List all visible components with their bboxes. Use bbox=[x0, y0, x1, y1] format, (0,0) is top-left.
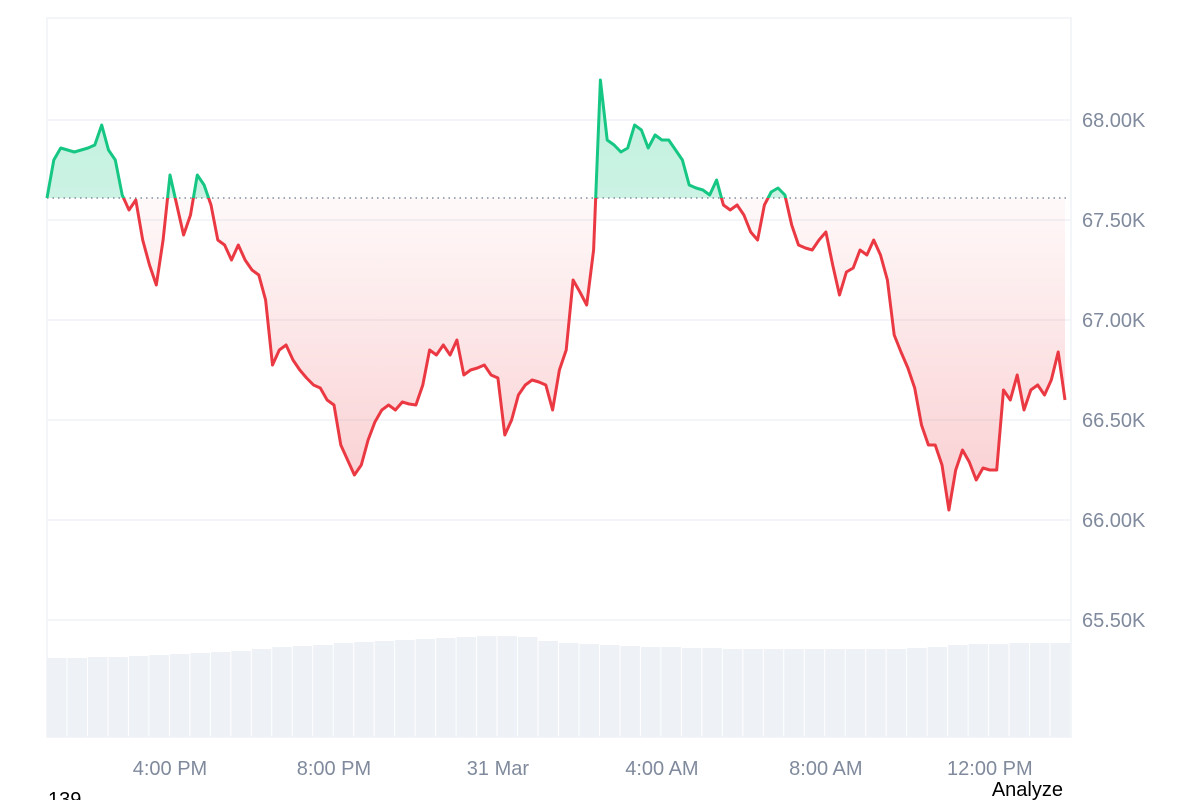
volume-bar bbox=[272, 647, 292, 737]
volume-bar bbox=[599, 645, 620, 737]
volume-bar bbox=[763, 649, 784, 737]
volume-bar bbox=[415, 639, 436, 737]
volume-bar bbox=[1009, 643, 1030, 737]
volume-bar bbox=[456, 637, 477, 737]
x-tick-label: 8:00 AM bbox=[789, 758, 862, 780]
volume-bar bbox=[333, 643, 354, 737]
volume-bar bbox=[722, 649, 743, 737]
volume-bar bbox=[968, 644, 989, 737]
corner-label: 139 bbox=[48, 789, 81, 800]
volume-bar bbox=[948, 645, 968, 737]
plot-layer bbox=[45, 78, 1067, 512]
volume-bar bbox=[395, 640, 415, 737]
volume-bar bbox=[210, 652, 231, 737]
volume-bar bbox=[67, 658, 87, 737]
volume-bar bbox=[354, 642, 374, 737]
y-tick-label: 67.00K bbox=[1082, 310, 1146, 332]
volume-bar bbox=[169, 654, 190, 737]
grid-layer: 68.00K 67.50K 67.00K 66.50K 66.00K 65.50K 4:00… bbox=[47, 110, 1146, 780]
x-tick-label: 12:00 PM bbox=[947, 758, 1033, 780]
volume-bar bbox=[886, 649, 907, 737]
volume-bar bbox=[825, 649, 845, 737]
x-tick-label: 4:00 PM bbox=[133, 758, 207, 780]
volume-bar bbox=[989, 644, 1009, 737]
volume-bar bbox=[108, 657, 128, 737]
y-tick-label: 66.50K bbox=[1082, 410, 1146, 432]
volume-bar bbox=[620, 646, 640, 737]
volume-bar bbox=[190, 653, 210, 737]
volume-bar bbox=[497, 636, 518, 737]
volume-bar bbox=[231, 651, 251, 737]
volume-bar bbox=[927, 647, 948, 737]
volume-bar bbox=[477, 636, 497, 737]
volume-bar bbox=[640, 647, 661, 737]
volume-bar bbox=[804, 649, 825, 737]
volume-bar bbox=[128, 656, 149, 737]
volume-bar bbox=[87, 657, 108, 737]
volume-bar bbox=[559, 643, 579, 737]
volume-bar bbox=[251, 649, 272, 737]
volume-bar bbox=[313, 645, 333, 737]
volume-bar bbox=[518, 637, 538, 737]
volume-bar bbox=[436, 638, 456, 737]
volume-bar bbox=[784, 649, 804, 737]
volume-bar bbox=[292, 646, 313, 737]
y-tick-label: 66.00K bbox=[1082, 510, 1146, 532]
volume-bar bbox=[47, 658, 67, 737]
volume-bar bbox=[743, 649, 763, 737]
volume-bar bbox=[149, 655, 169, 737]
y-tick-label: 68.00K bbox=[1082, 110, 1146, 132]
volume-bar bbox=[702, 648, 722, 737]
volume-bar bbox=[661, 647, 681, 737]
y-tick-label: 67.50K bbox=[1082, 210, 1146, 232]
volume-bar bbox=[1050, 643, 1070, 737]
analyze-button[interactable]: Analyze bbox=[992, 779, 1063, 800]
x-tick-label: 31 Mar bbox=[467, 758, 530, 780]
y-tick-label: 65.50K bbox=[1082, 610, 1146, 632]
area-fill bbox=[47, 80, 1065, 510]
volume-bar bbox=[538, 641, 558, 737]
volume-bar bbox=[1030, 643, 1050, 737]
volume-bar bbox=[907, 648, 927, 737]
volume-bar bbox=[374, 641, 395, 737]
volume-layer bbox=[47, 636, 1070, 737]
volume-bar bbox=[579, 644, 599, 737]
price-line bbox=[45, 78, 1067, 512]
volume-bar bbox=[681, 648, 702, 737]
x-tick-label: 8:00 PM bbox=[297, 758, 371, 780]
volume-bar bbox=[845, 649, 866, 737]
volume-bar bbox=[866, 649, 886, 737]
x-tick-label: 4:00 AM bbox=[625, 758, 698, 780]
